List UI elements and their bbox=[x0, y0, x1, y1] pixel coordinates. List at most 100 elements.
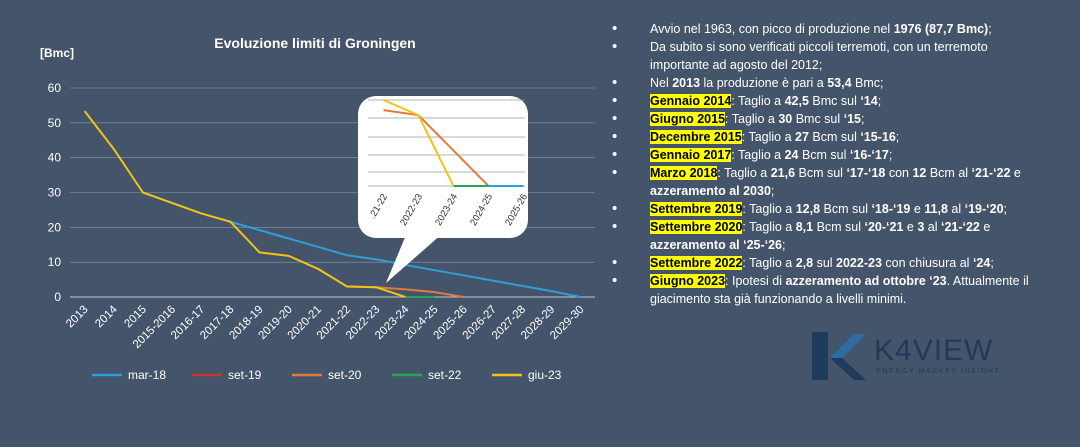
callout-pointer bbox=[386, 236, 440, 283]
bold-text: 53,4 bbox=[827, 76, 852, 90]
bold-text: 11,8 bbox=[924, 202, 948, 216]
bullet-item: Avvio nel 1963, con picco di produzione … bbox=[612, 20, 1032, 38]
x-ticks: 2013 2014 20152015-20162016-172017-182018-… bbox=[64, 303, 586, 351]
x-tick-label: 2013 bbox=[64, 304, 91, 331]
text-segment: : Taglio a bbox=[731, 148, 785, 162]
text-segment: con bbox=[885, 166, 913, 180]
text-segment: Avvio nel 1963, con picco di produzione … bbox=[650, 22, 894, 36]
bold-text: ‘18-‘19 bbox=[871, 202, 911, 216]
bold-text: 12,8 bbox=[795, 202, 821, 216]
bold-text: 2013 bbox=[672, 76, 701, 90]
text-segment: ; bbox=[895, 130, 900, 144]
highlighted-date: Settembre 2019 bbox=[650, 202, 743, 216]
y-tick-label: 20 bbox=[48, 220, 62, 234]
bold-text: 2,8 bbox=[795, 256, 814, 270]
bullet-item: Decembre 2015: Taglio a 27 Bcm sul ‘15-1… bbox=[612, 128, 1032, 146]
legend: mar-18 set-19 set-20 set-22 giu-23 bbox=[92, 368, 562, 382]
bullet-item: Da subito si sono verificati piccoli ter… bbox=[612, 38, 1032, 74]
y-tick-label: 40 bbox=[48, 151, 62, 165]
bullet-list: Avvio nel 1963, con picco di produzione … bbox=[612, 20, 1032, 308]
bold-text: 42,5 bbox=[784, 94, 809, 108]
logo-wordmark: K4VIEW bbox=[874, 334, 994, 367]
y-ticks: 0 10 20 30 40 50 60 bbox=[48, 81, 62, 304]
bold-text: 24 bbox=[784, 148, 799, 162]
bold-text: 30 bbox=[778, 112, 793, 126]
text-segment: Bmc; bbox=[851, 76, 884, 90]
k4view-logo: K4VIEW ENERGY MARKET INSIGHT bbox=[808, 328, 1028, 384]
y-tick-label: 10 bbox=[48, 255, 62, 269]
y-tick-label: 0 bbox=[54, 290, 61, 304]
bold-text: ‘21-‘22 bbox=[971, 166, 1011, 180]
text-segment: Bcm al bbox=[926, 166, 972, 180]
bold-text: ‘19-‘20 bbox=[964, 202, 1004, 216]
bold-text: ‘15 bbox=[843, 112, 862, 126]
x-tick-label: 2014 bbox=[93, 303, 120, 330]
text-segment: : Taglio a bbox=[742, 220, 796, 234]
bullet-item: Giugno 2015: Taglio a 30 Bmc sul ‘15; bbox=[612, 110, 1032, 128]
text-segment: e bbox=[1010, 166, 1021, 180]
bullet-item: Settembre 2020: Taglio a 8,1 Bcm sul ‘20… bbox=[612, 218, 1032, 254]
legend-label-giu-23: giu-23 bbox=[528, 368, 562, 382]
text-segment: : Taglio a bbox=[731, 94, 785, 108]
legend-label-set-22: set-22 bbox=[428, 368, 462, 382]
text-segment: ; bbox=[877, 94, 882, 108]
k4view-mark-icon bbox=[812, 332, 866, 380]
text-segment: ; bbox=[888, 148, 893, 162]
bold-text: 1976 (87,7 Bmc) bbox=[893, 22, 989, 36]
y-tick-label: 60 bbox=[48, 81, 62, 95]
bold-text: azzeramento al 2030 bbox=[650, 184, 771, 198]
bold-text: ‘15-16 bbox=[860, 130, 896, 144]
bold-text: 21,6 bbox=[770, 166, 796, 180]
bullet-item: Nel 2013 la produzione è pari a 53,4 Bmc… bbox=[612, 74, 1032, 92]
text-segment: Bcm sul bbox=[820, 202, 872, 216]
highlighted-date: Marzo 2018 bbox=[650, 166, 718, 180]
bullet-item: Giugno 2023: Ipotesi di azzeramento ad o… bbox=[612, 272, 1032, 308]
highlighted-date: Giugno 2023 bbox=[650, 274, 726, 288]
highlighted-date: Gennaio 2017 bbox=[650, 148, 732, 162]
text-segment: : Taglio a bbox=[742, 202, 796, 216]
bold-text: ‘17-‘18 bbox=[846, 166, 886, 180]
bold-text: ‘20-‘21 bbox=[864, 220, 904, 234]
logo-tagline: ENERGY MARKET INSIGHT bbox=[876, 368, 1001, 375]
y-axis-label: [Bmc] bbox=[40, 46, 74, 60]
text-segment: Da subito si sono verificati piccoli ter… bbox=[650, 40, 988, 72]
bullet-item: Settembre 2022: Taglio a 2,8 sul 2022-23… bbox=[612, 254, 1032, 272]
y-tick-label: 50 bbox=[48, 116, 62, 130]
highlighted-date: Settembre 2020 bbox=[650, 220, 743, 234]
bullet-item: Settembre 2019: Taglio a 12,8 Bcm sul ‘1… bbox=[612, 200, 1032, 218]
text-segment: al bbox=[947, 202, 965, 216]
inset-callout: .21-22 2022-23 2023-24 2024-25 2025-26 bbox=[358, 96, 530, 283]
text-segment: Bmc sul bbox=[792, 112, 844, 126]
text-segment: Bcm sul bbox=[798, 148, 850, 162]
highlighted-date: Decembre 2015 bbox=[650, 130, 742, 144]
text-segment: e bbox=[910, 202, 925, 216]
bold-text: 3 bbox=[917, 220, 925, 234]
text-segment: : Taglio a bbox=[725, 112, 779, 126]
text-segment: : Taglio a bbox=[717, 166, 771, 180]
bold-text: ‘16-‘17 bbox=[849, 148, 889, 162]
bold-text: azzeramento ad ottobre ‘23 bbox=[785, 274, 947, 288]
text-segment: : Ipotesi di bbox=[725, 274, 786, 288]
text-segment: la produzione è pari a bbox=[700, 76, 828, 90]
bullet-item: Marzo 2018: Taglio a 21,6 Bcm sul ‘17-‘1… bbox=[612, 164, 1032, 200]
x-tick-label: 2015 bbox=[122, 304, 149, 331]
text-segment: ; bbox=[1003, 202, 1008, 216]
text-segment: e bbox=[979, 220, 991, 234]
text-segment: sul bbox=[813, 256, 837, 270]
bullet-item: Gennaio 2017: Taglio a 24 Bcm sul ‘16-‘1… bbox=[612, 146, 1032, 164]
highlighted-date: Settembre 2022 bbox=[650, 256, 743, 270]
text-segment: : Taglio a bbox=[742, 256, 796, 270]
text-segment: Bcm sul bbox=[808, 130, 861, 144]
text-segment: ; bbox=[770, 184, 775, 198]
inset-series-line-giu-23 bbox=[383, 99, 455, 187]
bold-text: azzeramento al ‘25-‘26 bbox=[650, 238, 783, 252]
bold-text: 27 bbox=[795, 130, 809, 144]
grid bbox=[70, 87, 595, 298]
text-segment: ; bbox=[782, 238, 786, 252]
chart-title: Evoluzione limiti di Groningen bbox=[214, 35, 415, 51]
bold-text: ‘21-‘22 bbox=[940, 220, 980, 234]
legend-label-set-19: set-19 bbox=[228, 368, 262, 382]
highlighted-date: Gennaio 2014 bbox=[650, 94, 732, 108]
legend-label-set-20: set-20 bbox=[328, 368, 362, 382]
text-segment: ; bbox=[990, 256, 994, 270]
